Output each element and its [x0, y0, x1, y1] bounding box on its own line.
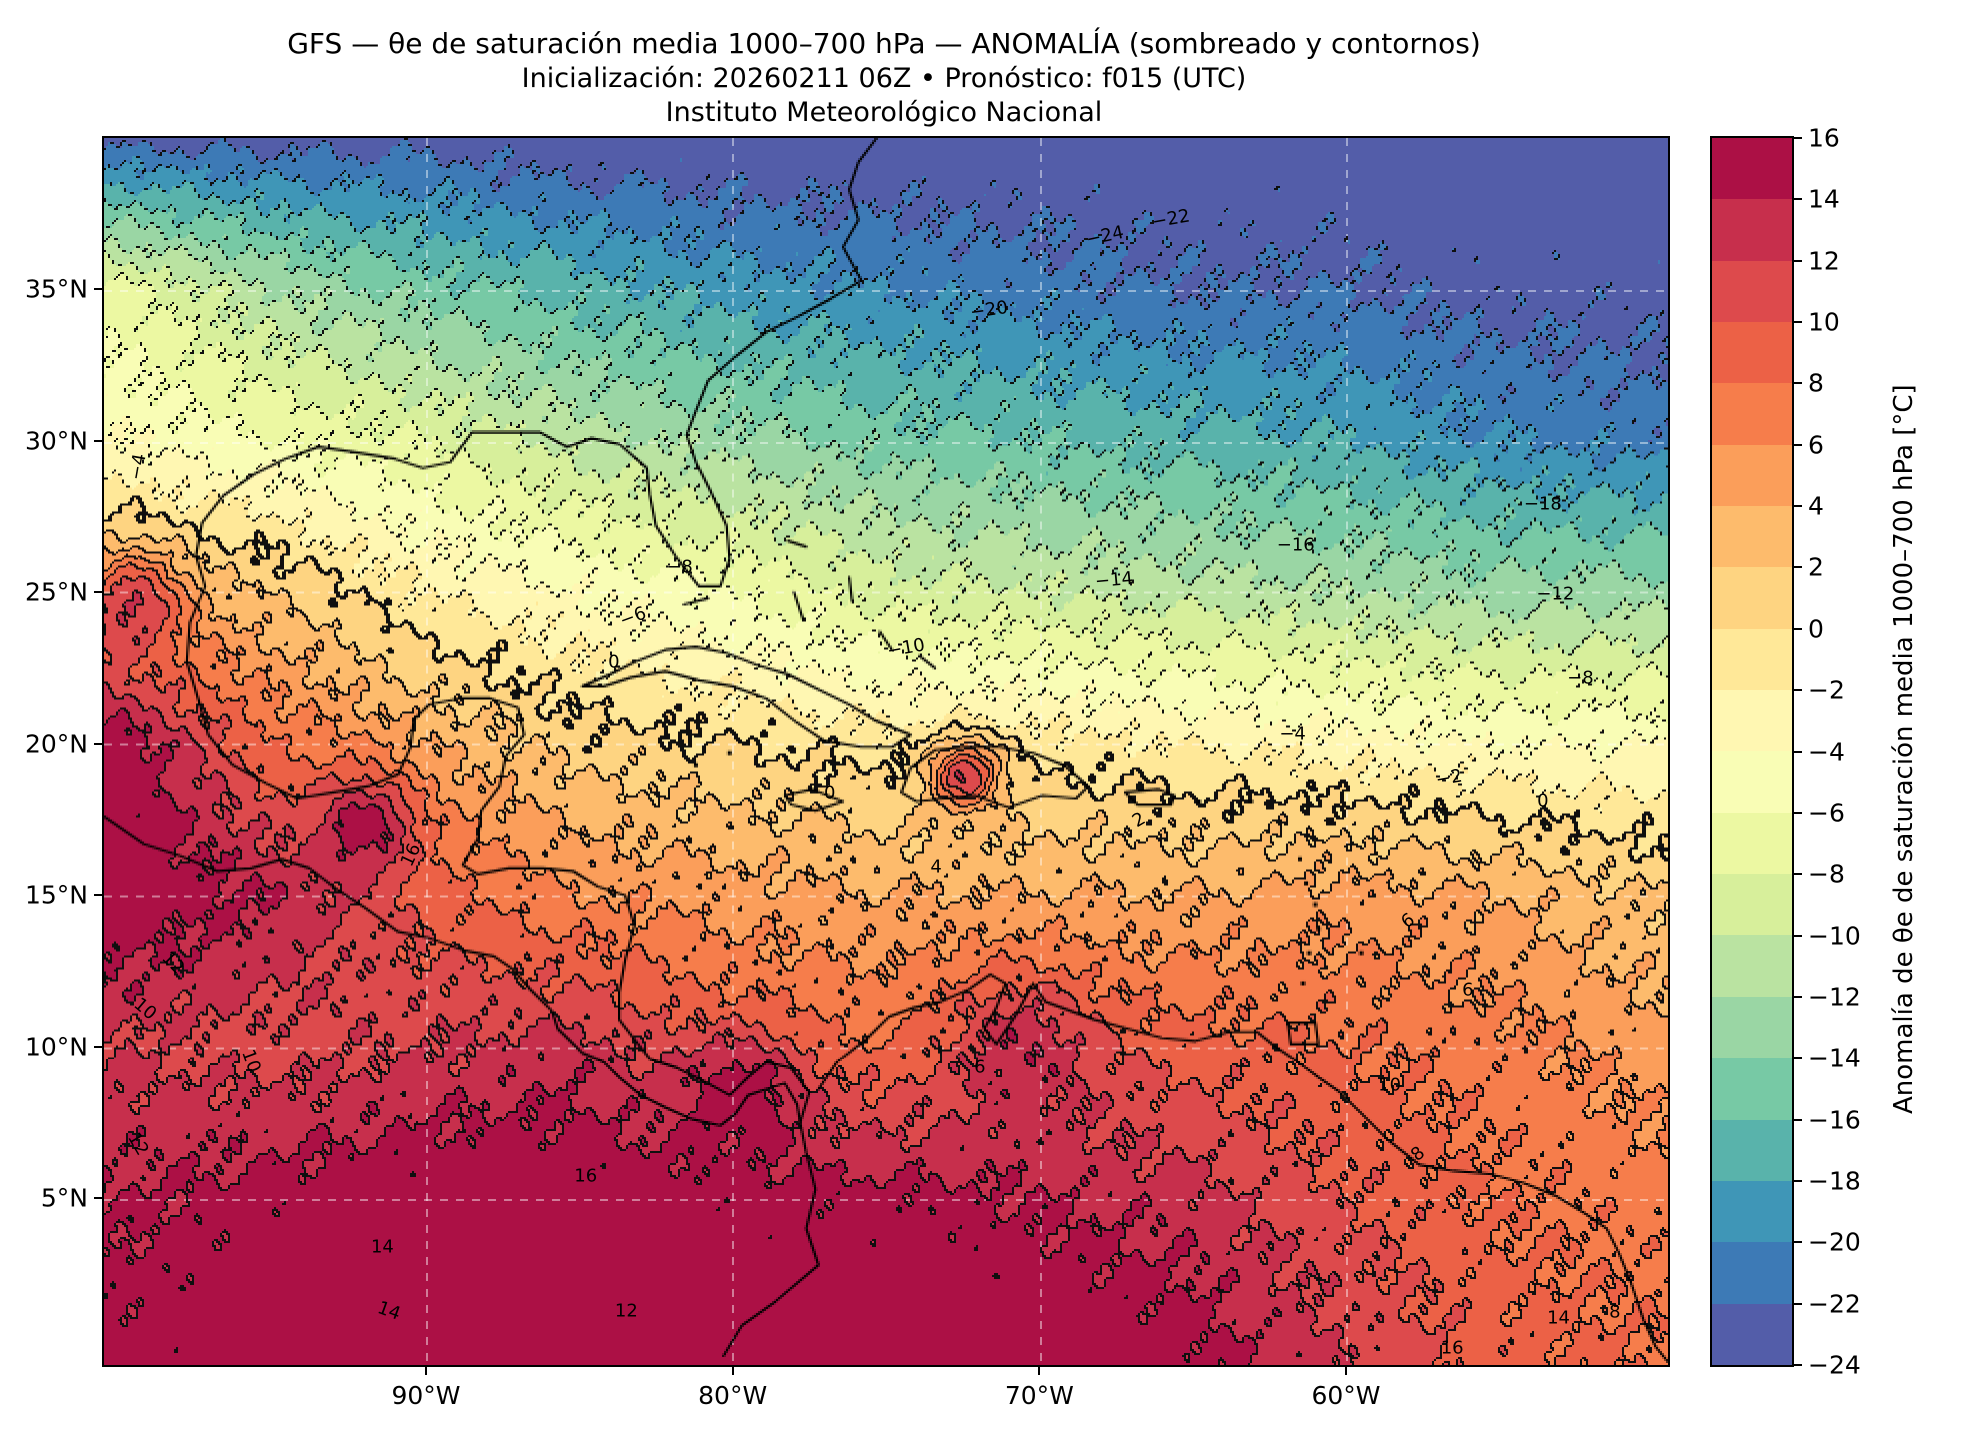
colorbar-tick-label: −4	[1808, 737, 1845, 766]
x-axis-tick-label: 80°W	[698, 1381, 768, 1410]
colorbar-segment	[1712, 874, 1792, 936]
colorbar-segment	[1712, 935, 1792, 997]
chart-subtitle-init: Inicialización: 20260211 06Z • Pronóstic…	[521, 63, 1247, 94]
y-axis-tick-mark	[94, 894, 104, 897]
colorbar-segment	[1712, 751, 1792, 813]
y-axis-tick-mark	[94, 288, 104, 291]
colorbar-tick-label: −18	[1808, 1166, 1861, 1196]
y-axis-tick-mark	[94, 742, 104, 745]
x-axis-tick-label: 70°W	[1004, 1381, 1074, 1410]
colorbar-tick-mark	[1792, 1364, 1802, 1366]
colorbar-tick-label: 0	[1808, 614, 1824, 644]
colorbar-tick-mark	[1792, 627, 1802, 630]
colorbar-tick-mark	[1792, 995, 1802, 998]
y-axis-tick-mark	[94, 1045, 104, 1048]
colorbar-tick-mark	[1792, 1057, 1802, 1060]
y-axis-tick-label: 10°N	[24, 1032, 88, 1062]
y-axis-tick-label: 35°N	[24, 274, 88, 304]
title-block: GFS — θe de saturación media 1000–700 hP…	[102, 26, 1666, 130]
colorbar-tick-mark	[1792, 1302, 1802, 1305]
colorbar-tick-mark	[1792, 811, 1802, 814]
colorbar-tick-label: −10	[1808, 921, 1861, 951]
colorbar-tick-mark	[1792, 198, 1802, 201]
colorbar-segment	[1712, 260, 1792, 323]
colorbar-tick-mark	[1792, 750, 1802, 753]
colorbar-tick-label: −24	[1808, 1350, 1861, 1380]
colorbar-tick-label: −22	[1808, 1289, 1861, 1319]
colorbar-tick-label: 14	[1808, 184, 1840, 214]
colorbar-segment	[1712, 1303, 1792, 1365]
colorbar-tick-label: 4	[1808, 491, 1824, 521]
colorbar: 16 14 12 10 8 6 4 2 0 −2 −4 −6 −8 −10 −12 −14 −16 −18 −20 −…	[1710, 124, 1861, 1380]
x-axis-tick-mark	[425, 1365, 427, 1375]
colorbar-tick-mark	[1792, 934, 1802, 937]
y-axis-tick-mark	[94, 1197, 104, 1200]
colorbar-tick-mark	[1792, 321, 1802, 324]
colorbar-tick-mark	[1792, 1241, 1802, 1244]
colorbar-segment	[1712, 690, 1792, 752]
chart-title: GFS — θe de saturación media 1000–700 hP…	[287, 27, 1481, 60]
x-axis-tick-label: 90°W	[391, 1381, 461, 1410]
colorbar-swatches	[1712, 138, 1792, 1365]
colorbar-tick-mark	[1792, 689, 1802, 692]
colorbar-segment	[1712, 1180, 1792, 1243]
colorbar-tick-mark	[1792, 1179, 1802, 1182]
colorbar-tick-mark	[1792, 873, 1802, 876]
colorbar-tick-mark	[1792, 566, 1802, 569]
colorbar-tick-mark	[1792, 382, 1802, 385]
colorbar-segment	[1712, 383, 1792, 445]
colorbar-tick-label: −2	[1808, 675, 1845, 705]
colorbar-segment	[1712, 1242, 1792, 1304]
colorbar-tick-label: 6	[1808, 430, 1824, 460]
colorbar-tick-label: −14	[1808, 1043, 1861, 1073]
colorbar-tick-label: 2	[1808, 552, 1824, 582]
colorbar-segment	[1712, 322, 1792, 384]
colorbar-segment	[1712, 506, 1792, 568]
y-axis-tick-label: 20°N	[24, 729, 88, 759]
x-axis-tick-mark	[1345, 1365, 1347, 1375]
colorbar-tick-mark	[1792, 505, 1802, 508]
x-axis-tick-mark	[1038, 1365, 1041, 1375]
colorbar-tick-label: −20	[1808, 1227, 1861, 1257]
colorbar-tick-label: 12	[1808, 246, 1840, 276]
colorbar-segment	[1712, 444, 1792, 507]
colorbar-segment	[1712, 1119, 1792, 1181]
colorbar-tick-mark	[1792, 259, 1802, 262]
colorbar-segment	[1712, 628, 1792, 691]
colorbar-tick-label: −6	[1808, 798, 1845, 828]
colorbar-tick-mark	[1792, 137, 1802, 139]
colorbar-segment	[1712, 138, 1792, 200]
colorbar-label: Anomalía de θe de saturación media 1000–…	[1889, 384, 1919, 1115]
y-axis-tick-label: 25°N	[24, 577, 88, 607]
y-axis-tick-label: 15°N	[24, 880, 88, 910]
colorbar-tick-label: 10	[1808, 307, 1840, 337]
map-plot-area: −24 −22 −20 −18 −16 −14 −12 −10 −8 −8 −6 −4 −4 −2 0 0 0 2…	[25, 136, 1670, 1410]
colorbar-segment	[1712, 812, 1792, 875]
colorbar-tick-label: −16	[1808, 1105, 1861, 1135]
y-axis-tick-mark	[94, 591, 104, 594]
x-axis-tick-label: 60°W	[1311, 1381, 1381, 1410]
y-axis-tick-label: 5°N	[40, 1183, 88, 1213]
colorbar-tick-label: 8	[1808, 368, 1824, 398]
colorbar-segment	[1712, 567, 1792, 629]
colorbar-tick-label: 16	[1808, 123, 1840, 153]
colorbar-segment	[1712, 996, 1792, 1059]
colorbar-segment	[1712, 199, 1792, 261]
anomaly-shading-canvas	[104, 138, 1668, 1365]
x-axis-tick-mark	[731, 1365, 734, 1375]
colorbar-tick-mark	[1792, 1118, 1802, 1121]
chart-subtitle-org: Instituto Meteorológico Nacional	[665, 97, 1103, 128]
y-axis-tick-mark	[94, 439, 104, 442]
colorbar-tick-mark	[1792, 443, 1802, 446]
y-axis-tick-label: 30°N	[24, 426, 88, 456]
colorbar-tick-label: −8	[1808, 859, 1845, 889]
colorbar-segment	[1712, 1058, 1792, 1120]
colorbar-tick-label: −12	[1808, 982, 1861, 1012]
